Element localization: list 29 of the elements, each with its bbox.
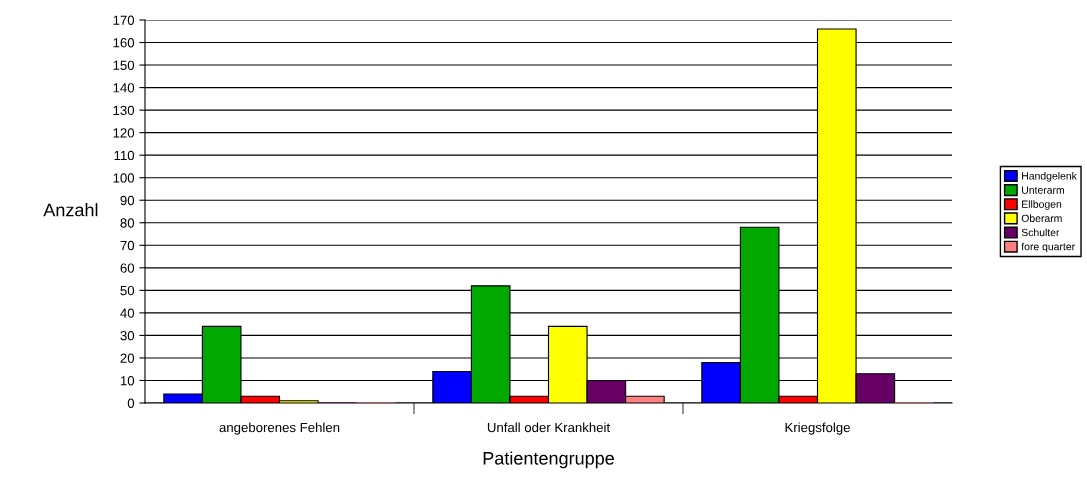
y-tick-label: 70 [120,240,135,251]
x-tick-label: Unfall oder Krankheit [487,422,611,433]
legend-label: Oberarm [1021,214,1062,223]
y-tick-label: 40 [120,308,135,318]
y-tick-label: 120 [113,128,135,138]
y-tick-label: 80 [120,218,135,228]
x-tick-label: Kriegsfolge [785,422,850,435]
legend-label: Ellbogen [1022,200,1062,210]
legend-label: Schulter [1021,228,1060,237]
x-axis-title: Patientengruppe [483,451,614,469]
y-tick-label: 20 [120,353,135,363]
y-tick-label: 50 [120,285,135,296]
legend-label: Handgelenk [1022,171,1077,182]
legend-label: fore quarter [1021,242,1075,253]
y-tick-label: 10 [120,376,135,386]
y-tick-label: 160 [113,38,135,48]
y-tick-label: 170 [113,15,135,25]
y-tick-label: 110 [114,150,135,161]
y-tick-label: 30 [120,330,135,341]
y-tick-label: 100 [113,173,135,183]
y-tick-label: 60 [120,263,135,273]
legend-label: Unterarm [1022,186,1064,194]
y-tick-label: 90 [120,195,135,206]
y-tick-label: 130 [113,105,135,116]
y-tick-label: 150 [113,60,135,70]
y-axis-title: Anzahl [43,203,98,217]
y-tick-label: 0 [127,398,135,408]
x-tick-label: angeborenes Fehlen [219,422,340,435]
y-tick-label: 140 [113,83,135,93]
